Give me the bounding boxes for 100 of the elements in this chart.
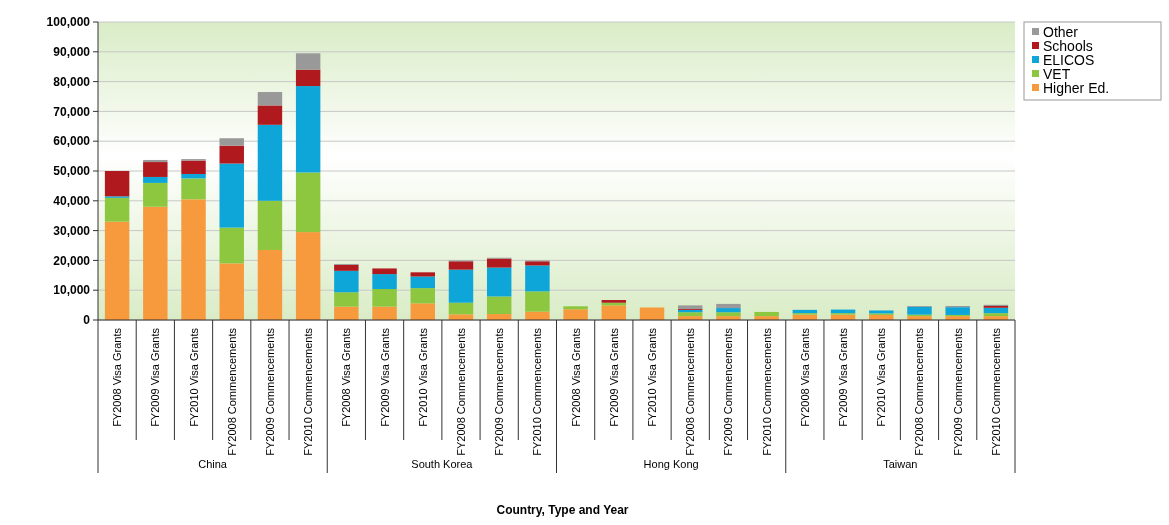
x-tick-label: FY2010 Visa Grants [646,327,659,427]
bar [525,291,550,312]
bar [219,138,244,146]
x-tick-label: FY2009 Visa Grants [149,327,162,427]
bar [181,160,206,174]
x-tick-label: FY2010 Commencements [989,327,1002,456]
bar [143,162,168,177]
bar [486,258,512,268]
x-tick-label: FY2010 Commencements [760,327,773,456]
bar [372,289,397,307]
bar [448,269,474,303]
bar [716,308,741,313]
bar [104,171,130,197]
bar [295,86,321,173]
bar [601,305,627,320]
x-tick-label: FY2009 Visa Grants [378,327,391,427]
bar [525,261,550,266]
bar [257,105,283,125]
bar [639,307,665,320]
x-tick-label: FY2008 Commencements [913,327,926,456]
text: China [198,458,228,470]
bar [104,197,130,222]
y-tick-label: 20,000 [53,253,91,268]
bar [754,311,779,317]
x-tick-label: FY2009 Commencements [722,327,735,456]
x-tick-label: FY2008 Commencements [454,327,467,456]
legend-label: VET [1043,65,1071,82]
bar [410,288,435,304]
bar [792,309,818,314]
bar [181,178,206,200]
bar [410,276,435,289]
bar [257,249,283,320]
bar [525,265,550,292]
y-tick-label: 90,000 [53,45,91,59]
y-tick-label: 50,000 [53,164,91,179]
bar [295,53,321,70]
x-tick-label: FY2009 Commencements [263,327,276,456]
x-tick-label: FY2008 Visa Grants [798,327,811,427]
legend-label: Schools [1043,37,1093,54]
x-tick-label: FY2010 Visa Grants [875,327,888,427]
bar [563,309,588,320]
bar [219,263,244,320]
y-tick-label: 100,000 [46,15,91,30]
bar [486,267,512,297]
y-tick-label: 40,000 [53,194,91,208]
bar [257,92,283,106]
text: South Korea [411,458,474,470]
bar [334,306,359,320]
y-tick-label: 80,000 [53,74,91,89]
x-axis-title: Country, Type and Year [496,503,629,517]
bar [945,307,970,315]
x-tick-label: FY2009 Visa Grants [837,327,850,427]
bar [448,302,474,315]
bar [219,163,244,228]
x-tick-label: FY2008 Visa Grants [569,327,582,427]
bar [983,307,1009,314]
bar [257,124,283,201]
bar [257,200,283,250]
bar [410,272,435,277]
bar [143,206,168,320]
bar [372,306,397,320]
y-tick-label: 10,000 [53,283,91,298]
legend-label: Other [1043,23,1079,40]
text: Taiwan [883,458,918,470]
bar [372,274,397,290]
bar [410,303,435,320]
x-tick-label: FY2008 Visa Grants [111,327,124,427]
y-tick-label: 0 [83,313,91,328]
legend-label: Higher Ed. [1043,79,1110,96]
bar [716,312,741,317]
bar [372,268,397,275]
x-tick-label: FY2008 Commencements [225,327,238,456]
bar [181,199,206,320]
bar [907,306,932,315]
bar [295,69,321,87]
bar [334,270,359,293]
x-tick-label: FY2009 Visa Grants [607,327,620,427]
y-tick-label: 30,000 [53,223,91,238]
y-tick-label: 60,000 [53,134,91,149]
x-tick-label: FY2009 Commencements [951,327,964,456]
y-tick-label: 70,000 [53,104,91,119]
x-tick-label: FY2008 Visa Grants [340,327,353,427]
text: Hong Kong [643,458,699,470]
x-tick-label: FY2008 Commencements [684,327,697,456]
bar [219,227,244,264]
bar [104,221,130,320]
bar [219,145,244,164]
bar [143,176,168,183]
x-tick-label: FY2010 Visa Grants [187,327,200,427]
bar [448,261,474,270]
bar [334,264,359,271]
bar [143,159,168,163]
x-tick-label: FY2010 Commencements [531,327,544,456]
x-tick-label: FY2009 Commencements [493,327,506,456]
bar [295,172,321,233]
legend-label: ELICOS [1043,51,1095,68]
x-tick-label: FY2010 Commencements [302,327,315,456]
bar [334,292,359,307]
bar [486,296,512,315]
bar [678,312,703,317]
